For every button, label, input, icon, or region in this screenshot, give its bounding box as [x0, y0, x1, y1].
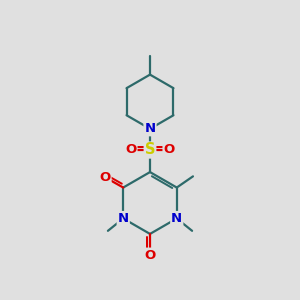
- Text: N: N: [144, 122, 156, 135]
- Text: O: O: [99, 171, 111, 184]
- Text: N: N: [171, 212, 182, 225]
- Text: N: N: [118, 212, 129, 225]
- Text: S: S: [145, 142, 155, 158]
- Text: O: O: [164, 143, 175, 157]
- Text: O: O: [144, 249, 156, 262]
- Text: O: O: [125, 143, 136, 157]
